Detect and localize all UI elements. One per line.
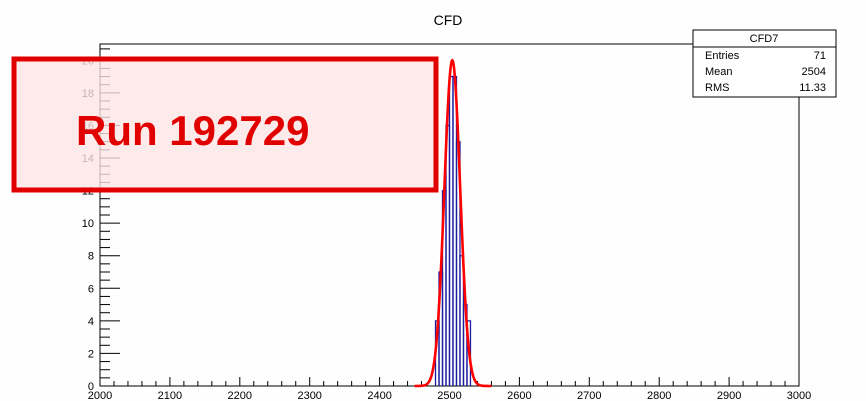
x-tick-label: 2700 [577, 390, 601, 401]
stats-label-entries: Entries [705, 50, 740, 62]
x-tick-label: 2300 [297, 390, 321, 401]
chart-title: CFD [434, 12, 463, 28]
stats-value-mean: 2504 [802, 66, 826, 78]
x-tick-label: 2400 [367, 390, 391, 401]
stats-value-rms: 11.33 [799, 82, 826, 94]
histogram-series [434, 75, 472, 386]
y-tick-label: 4 [88, 316, 94, 328]
x-tick-label: 2800 [647, 390, 671, 401]
gaussian-fit-line [414, 58, 492, 388]
stats-box: CFD7 Entries 71 Mean 2504 RMS 11.33 [692, 29, 837, 98]
x-tick-label: 2200 [228, 390, 252, 401]
run-overlay-label: Run 192729 [76, 107, 309, 154]
run-overlay-box [11, 56, 439, 193]
y-tick-label: 2 [88, 348, 94, 360]
x-tick-label: 3000 [787, 390, 811, 401]
gaussian-fit-series [414, 58, 492, 388]
y-tick-label: 10 [82, 218, 94, 230]
stats-box-title: CFD7 [750, 33, 779, 45]
y-tick-label: 0 [88, 381, 94, 393]
stats-label-rms: RMS [705, 82, 729, 94]
stats-label-mean: Mean [705, 66, 733, 78]
y-tick-label: 6 [88, 283, 94, 295]
x-tick-label: 2000 [88, 390, 112, 401]
x-tick-label: 2900 [717, 390, 741, 401]
x-tick-label: 2100 [158, 390, 182, 401]
x-axis: 2000 2100 2200 2300 2400 2500 2600 2700 2800 2900… [88, 377, 811, 401]
x-tick-label: 2500 [437, 390, 461, 401]
y-tick-label: 8 [88, 251, 94, 263]
run-overlay: Run 192729 [11, 56, 439, 193]
x-tick-label: 2600 [507, 390, 531, 401]
stats-value-entries: 71 [814, 50, 826, 62]
